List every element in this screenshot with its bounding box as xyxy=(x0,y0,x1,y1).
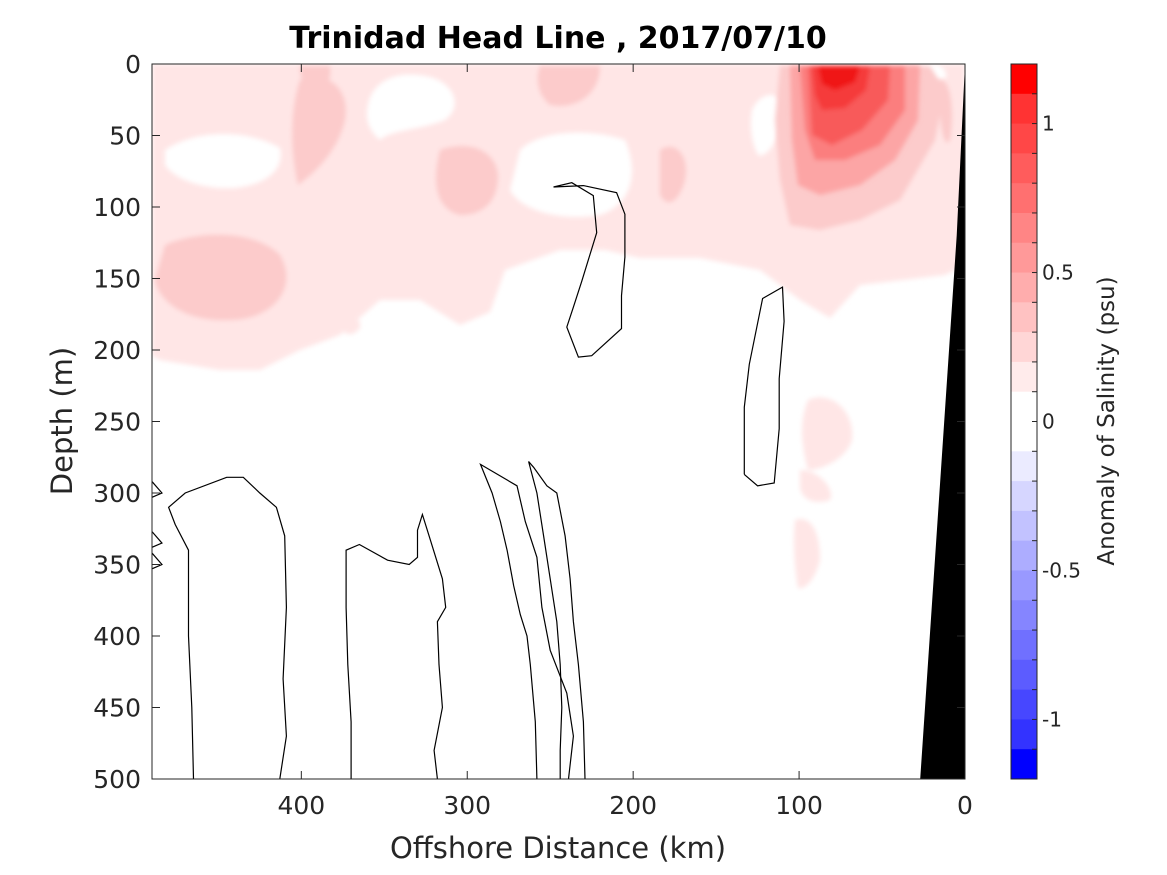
colorbar-segment xyxy=(1011,481,1037,512)
colorbar-segment xyxy=(1011,93,1037,125)
colorbar-segment xyxy=(1011,540,1037,571)
colorbar-segment xyxy=(1011,749,1037,780)
colorbar: 1 0.5 0 -0.5 -1 xyxy=(1010,63,1081,780)
zero-contour-5 xyxy=(479,462,575,779)
anomaly-region-patch-1 xyxy=(802,397,853,470)
colorbar-segment xyxy=(1011,600,1037,631)
bathymetry-shelf xyxy=(920,64,965,779)
left-edge-contour-3 xyxy=(152,552,163,570)
medium-region-3 xyxy=(292,77,346,185)
colorbar-segment xyxy=(1011,153,1037,184)
y-tick-label: 0 xyxy=(125,50,141,79)
colorbar-frame xyxy=(1010,63,1038,780)
x-tick-label: 100 xyxy=(775,791,823,820)
zero-contour-1 xyxy=(553,182,626,358)
colorbar-segment xyxy=(1011,689,1037,720)
y-tick-label: 500 xyxy=(93,765,141,794)
bathymetry xyxy=(920,64,965,779)
white-hole-2 xyxy=(510,132,632,218)
medium-region-1 xyxy=(155,234,287,321)
x-axis-label: Offshore Distance (km) xyxy=(390,831,726,865)
x-tick-label: 400 xyxy=(277,791,325,820)
colorbar-tick-label: 0 xyxy=(1042,410,1055,434)
strong-positive-anomaly-regions xyxy=(790,66,920,195)
colorbar-segment xyxy=(1011,302,1037,333)
colorbar-segment xyxy=(1011,361,1037,393)
white-hole-3 xyxy=(165,133,281,189)
y-tick-label: 300 xyxy=(93,479,141,508)
y-tick-label: 250 xyxy=(93,408,141,437)
x-tick-label: 0 xyxy=(957,791,973,820)
colorbar-label: Anomaly of Salinity (psu) xyxy=(1094,276,1120,565)
x-axis: 400 300 200 100 0 xyxy=(277,64,973,820)
x-tick-label: 200 xyxy=(609,791,657,820)
colorbar-segment xyxy=(1011,332,1037,363)
anomaly-fills xyxy=(152,64,965,589)
y-axis: 0 50 100 150 200 250 300 350 400 450 500 xyxy=(93,50,965,794)
zero-contour-2 xyxy=(743,286,785,487)
y-tick-label: 150 xyxy=(93,265,141,294)
medium-region-6 xyxy=(537,66,600,106)
colorbar-segment xyxy=(1011,421,1037,452)
x-tick-label: 300 xyxy=(443,791,491,820)
left-edge-contour-2 xyxy=(152,531,163,548)
colorbar-segment xyxy=(1011,570,1037,601)
y-tick-label: 350 xyxy=(93,551,141,580)
colorbar-segment xyxy=(1011,391,1037,422)
anomaly-region-patch-4 xyxy=(340,315,361,335)
colorbar-segment xyxy=(1011,272,1037,303)
y-axis-label: Depth (m) xyxy=(45,347,79,495)
colorbar-tick-label: -0.5 xyxy=(1042,558,1081,582)
anomaly-region-patch-3 xyxy=(794,519,820,589)
colorbar-tick-label: 0.5 xyxy=(1042,261,1074,285)
colorbar-segment xyxy=(1011,212,1037,244)
medium-region-2 xyxy=(436,146,498,215)
left-edge-contour-1 xyxy=(152,481,163,498)
colorbar-tick-label: 1 xyxy=(1042,112,1055,136)
colorbar-segment xyxy=(1011,510,1037,542)
zero-contour-6 xyxy=(528,461,586,779)
colorbar-segment xyxy=(1011,630,1037,661)
chart-title: Trinidad Head Line , 2017/07/10 xyxy=(289,21,826,56)
white-hole-4 xyxy=(750,94,784,156)
colorbar-segment xyxy=(1011,123,1037,154)
colorbar-segment xyxy=(1011,64,1037,95)
white-hole-1 xyxy=(366,74,455,140)
y-tick-label: 200 xyxy=(93,336,141,365)
y-tick-label: 100 xyxy=(93,193,141,222)
anomaly-region-patch-2 xyxy=(800,470,831,502)
zero-contour-3 xyxy=(167,476,288,779)
y-tick-label: 450 xyxy=(93,694,141,723)
colorbar-tick-label: -1 xyxy=(1042,707,1062,731)
zero-contours xyxy=(152,182,785,779)
zero-contour-4 xyxy=(345,512,447,779)
colorbar-segment xyxy=(1011,183,1037,214)
colorbar-segment xyxy=(1011,451,1037,482)
y-tick-label: 50 xyxy=(109,122,141,151)
colorbar-segment xyxy=(1011,659,1037,691)
medium-region-4 xyxy=(660,146,686,203)
medium-region-8 xyxy=(939,79,952,143)
y-tick-label: 400 xyxy=(93,622,141,651)
strong-region-5 xyxy=(818,66,860,90)
medium-region-5 xyxy=(300,66,331,95)
colorbar-segment xyxy=(1011,242,1037,274)
colorbar-segment xyxy=(1011,719,1037,750)
